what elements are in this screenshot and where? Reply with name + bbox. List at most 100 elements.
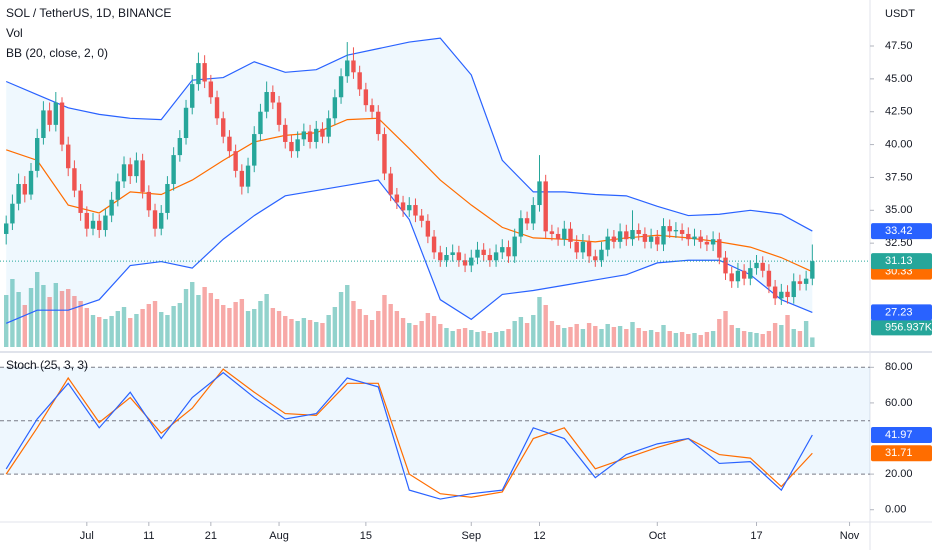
candle-body [475,249,480,258]
volume-bar [444,328,449,347]
candle-body [258,111,263,135]
volume-bar [549,321,555,347]
volume-bar [810,337,815,347]
candle-body [376,111,381,135]
volume-bar [258,301,263,347]
volume-bar [710,331,716,347]
volume-bar [382,295,387,347]
plot-layer: 32.50 35.00 37.50 40.00 42.50 45.00 47.50 0.00 2… [0,37,932,542]
candle-body [655,236,660,245]
volume-bar [53,283,59,347]
volume-bar [338,292,344,347]
volume-bar [78,301,83,347]
volume-bar [245,311,251,347]
volume-bar [754,333,759,347]
candle-body [301,131,307,140]
volume-bar [97,317,102,347]
candle-body [59,102,65,145]
candle-body [10,203,15,224]
volume-bar [369,320,375,347]
candle-body [506,247,511,257]
volume-bar [400,318,406,347]
volume-bar [785,315,790,347]
volume-bar [481,331,486,347]
volume-bar [642,331,648,347]
volume-bar [735,328,741,347]
volume-bar [679,332,685,347]
volume-bar [655,332,660,347]
volume-bar [686,334,691,347]
volume-bar [159,312,164,347]
x-tick-label: Aug [269,530,289,542]
volume-bar [723,311,728,347]
candle-body [599,249,604,261]
candle-body [121,164,127,182]
candle-body [642,233,648,242]
volume-bar [698,335,703,347]
x-tick-label: 17 [750,530,762,542]
candle-body [128,164,133,177]
volume-legend: Vol [6,26,23,40]
candle-body [605,236,610,250]
volume-bar [332,307,338,347]
x-tick-label: 21 [205,530,217,542]
candle-body [586,241,592,257]
candle-body [791,281,796,298]
volume-bar [314,322,319,347]
candle-body [221,118,226,137]
volume-bar [59,291,65,347]
candle-body [500,247,505,253]
candle-body [661,226,666,245]
volume-bar [599,329,604,347]
candle-body [134,160,139,177]
candle-body [227,136,232,152]
volume-bar [357,309,362,347]
candle-body [438,252,443,261]
stoch-k-line [5,371,813,500]
volume-bar [4,295,9,347]
volume-bar [493,332,499,347]
candle-body [686,233,691,240]
bb-lower-line [5,179,813,324]
candle-body [407,205,412,211]
stoch-tick-label: 20.00 [885,468,913,480]
currency-label: USDT [885,8,915,20]
volume-bar [741,331,747,347]
x-tick-label: Nov [840,530,860,542]
candle-body [245,165,251,187]
volume-bar [10,279,15,347]
volume-bar [772,323,778,347]
bb-fill [6,38,813,324]
volume-bar [568,327,573,347]
candle-body [208,81,214,98]
candle-body [382,134,387,174]
y-tick-label: 47.50 [885,40,913,52]
candle-body [611,236,617,242]
candle-body [444,254,449,261]
candle-body [568,228,573,242]
volume-bar [438,324,443,347]
candle-body [78,190,83,213]
candle-body [636,230,641,234]
bb-lower-last: 27.23 [885,306,913,318]
candle-body [617,231,623,242]
volume-bar [518,317,524,347]
candle-body [159,212,164,229]
volume-bar [456,329,462,347]
volume-bar [630,322,635,347]
volume-bar [214,299,220,347]
candle-body [190,84,195,108]
candle-body [239,170,245,187]
stoch-tick-label: 80.00 [885,361,913,373]
volume-bar [35,272,40,347]
candle-body [667,226,672,232]
candle-body [593,256,598,261]
candle-body [351,60,356,73]
volume-bar [270,308,276,347]
x-tick-label: 12 [533,530,545,542]
volume-bar [363,315,369,347]
candle-body [140,160,145,192]
candle-body [717,239,722,258]
volume-bar [431,316,437,347]
candle-body [202,63,207,82]
